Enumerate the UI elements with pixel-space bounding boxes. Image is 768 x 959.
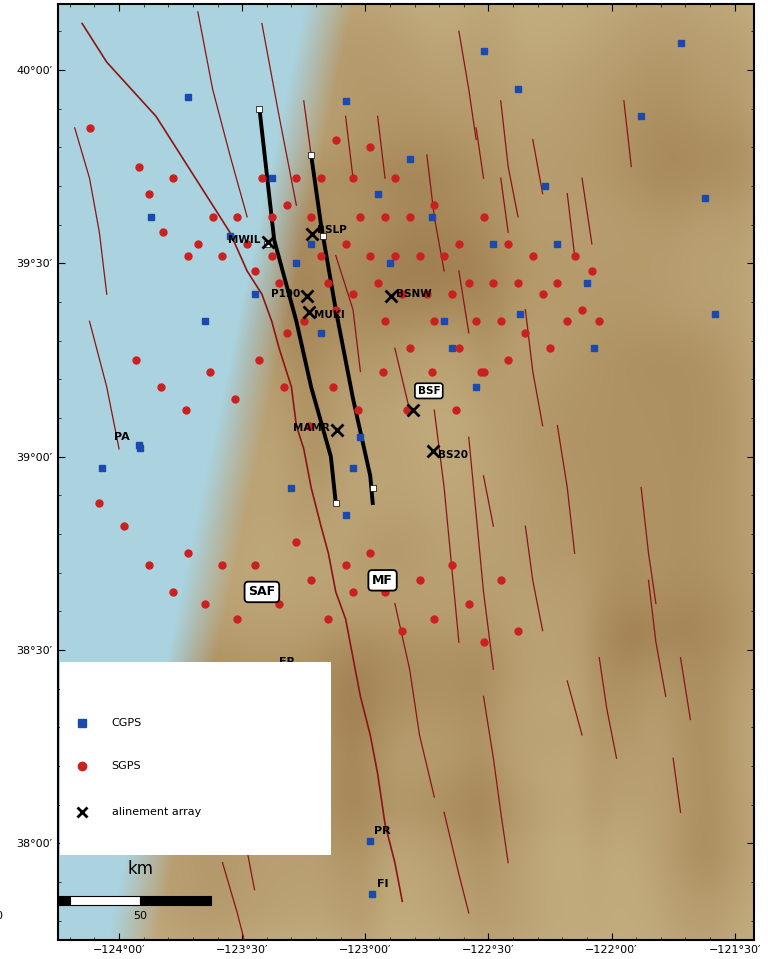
Text: P190: P190	[271, 290, 300, 299]
Text: FI: FI	[377, 878, 389, 889]
Text: BSLP: BSLP	[317, 225, 347, 235]
Text: MWIL: MWIL	[228, 235, 260, 246]
Text: SGPS: SGPS	[111, 760, 141, 771]
Text: MAMR: MAMR	[293, 423, 329, 433]
Bar	[0, 896, 70, 905]
Text: PR: PR	[375, 826, 391, 835]
Text: alinement array: alinement array	[111, 807, 201, 817]
Text: SAF: SAF	[248, 585, 276, 598]
Text: km: km	[127, 860, 154, 878]
Text: BS20: BS20	[438, 450, 468, 459]
Text: FR: FR	[279, 657, 294, 667]
Text: 0: 0	[0, 911, 2, 921]
Text: BSNW: BSNW	[396, 290, 432, 299]
Text: MF: MF	[372, 573, 393, 587]
Text: BSF: BSF	[418, 386, 440, 396]
Text: PA: PA	[114, 433, 130, 442]
FancyBboxPatch shape	[60, 662, 331, 854]
Text: CGPS: CGPS	[111, 718, 142, 729]
Bar	[141, 896, 211, 905]
Text: 50: 50	[134, 911, 147, 921]
Text: MUKI: MUKI	[313, 311, 344, 320]
Bar	[70, 896, 141, 905]
